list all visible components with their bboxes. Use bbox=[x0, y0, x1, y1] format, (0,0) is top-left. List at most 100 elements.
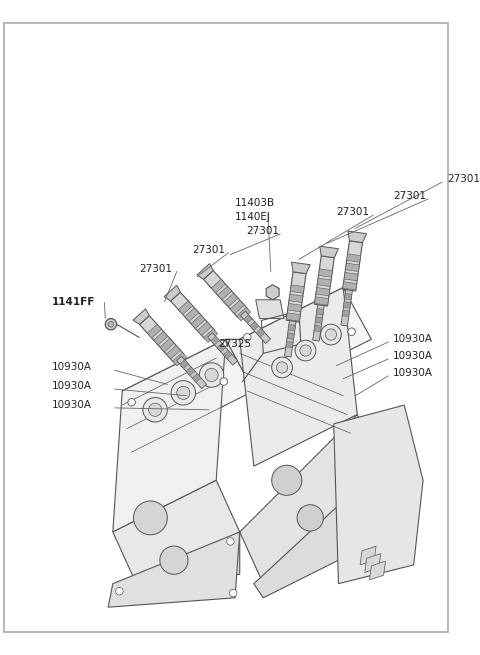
Text: 10930A: 10930A bbox=[52, 381, 92, 391]
Polygon shape bbox=[314, 325, 321, 331]
Polygon shape bbox=[343, 282, 357, 290]
Circle shape bbox=[105, 318, 117, 330]
Polygon shape bbox=[230, 300, 244, 314]
Circle shape bbox=[171, 381, 195, 405]
Polygon shape bbox=[344, 272, 358, 281]
Circle shape bbox=[227, 538, 234, 545]
Polygon shape bbox=[154, 331, 168, 345]
Polygon shape bbox=[334, 405, 423, 584]
Polygon shape bbox=[166, 345, 180, 359]
Polygon shape bbox=[217, 286, 232, 300]
Text: 10930A: 10930A bbox=[52, 362, 92, 373]
Circle shape bbox=[160, 546, 188, 574]
Circle shape bbox=[177, 386, 190, 400]
Polygon shape bbox=[197, 322, 212, 335]
Polygon shape bbox=[237, 307, 251, 321]
Polygon shape bbox=[256, 300, 284, 318]
Polygon shape bbox=[315, 317, 323, 324]
Polygon shape bbox=[348, 231, 367, 242]
Polygon shape bbox=[140, 316, 184, 363]
Polygon shape bbox=[254, 466, 395, 598]
Polygon shape bbox=[113, 339, 226, 532]
Polygon shape bbox=[289, 294, 303, 303]
Polygon shape bbox=[197, 264, 213, 279]
Polygon shape bbox=[314, 297, 328, 305]
Circle shape bbox=[116, 588, 123, 595]
Circle shape bbox=[272, 357, 292, 378]
Polygon shape bbox=[240, 288, 357, 466]
Polygon shape bbox=[266, 285, 279, 300]
Polygon shape bbox=[217, 343, 226, 352]
Polygon shape bbox=[160, 339, 174, 352]
Polygon shape bbox=[122, 339, 254, 443]
Text: 11403B: 11403B bbox=[235, 198, 275, 208]
Polygon shape bbox=[313, 305, 324, 341]
Polygon shape bbox=[342, 310, 349, 316]
Polygon shape bbox=[108, 532, 240, 607]
Polygon shape bbox=[207, 333, 238, 365]
Polygon shape bbox=[180, 360, 188, 368]
Polygon shape bbox=[319, 269, 333, 277]
Circle shape bbox=[321, 324, 341, 345]
Polygon shape bbox=[256, 329, 265, 337]
Polygon shape bbox=[291, 262, 310, 274]
Polygon shape bbox=[288, 324, 296, 331]
Polygon shape bbox=[360, 546, 376, 565]
Polygon shape bbox=[133, 309, 149, 324]
Polygon shape bbox=[185, 308, 199, 322]
Polygon shape bbox=[186, 367, 195, 375]
Polygon shape bbox=[286, 272, 306, 322]
Circle shape bbox=[205, 368, 218, 382]
Polygon shape bbox=[172, 352, 187, 366]
Text: 10930A: 10930A bbox=[393, 351, 433, 361]
Circle shape bbox=[325, 329, 336, 340]
Text: 10930A: 10930A bbox=[393, 368, 433, 378]
Polygon shape bbox=[136, 532, 240, 584]
Polygon shape bbox=[316, 309, 324, 315]
Circle shape bbox=[243, 333, 251, 341]
Polygon shape bbox=[244, 314, 252, 323]
Polygon shape bbox=[347, 254, 360, 262]
Polygon shape bbox=[204, 329, 218, 343]
Polygon shape bbox=[287, 333, 294, 339]
Polygon shape bbox=[346, 263, 360, 271]
Text: 1140EJ: 1140EJ bbox=[235, 212, 271, 222]
Polygon shape bbox=[240, 288, 372, 391]
Polygon shape bbox=[290, 285, 304, 293]
Circle shape bbox=[300, 345, 311, 356]
Circle shape bbox=[272, 465, 302, 495]
Polygon shape bbox=[314, 256, 334, 306]
Polygon shape bbox=[341, 290, 352, 326]
Polygon shape bbox=[370, 561, 385, 580]
Polygon shape bbox=[192, 374, 201, 383]
Polygon shape bbox=[224, 293, 238, 307]
Polygon shape bbox=[285, 321, 296, 357]
Polygon shape bbox=[240, 311, 271, 343]
Circle shape bbox=[143, 398, 168, 422]
Polygon shape bbox=[288, 303, 301, 312]
Polygon shape bbox=[147, 324, 162, 338]
Circle shape bbox=[199, 363, 224, 387]
Circle shape bbox=[297, 505, 324, 531]
Polygon shape bbox=[177, 356, 206, 388]
Circle shape bbox=[347, 282, 354, 290]
Circle shape bbox=[220, 378, 228, 385]
Text: 27301: 27301 bbox=[336, 208, 370, 217]
Polygon shape bbox=[211, 279, 226, 293]
Text: 27301: 27301 bbox=[393, 191, 426, 201]
Text: 10930A: 10930A bbox=[52, 400, 92, 410]
Circle shape bbox=[133, 501, 168, 534]
Circle shape bbox=[148, 403, 162, 417]
Polygon shape bbox=[250, 322, 259, 330]
Polygon shape bbox=[204, 271, 248, 318]
Text: 1141FF: 1141FF bbox=[52, 297, 95, 307]
Polygon shape bbox=[343, 241, 362, 291]
Polygon shape bbox=[316, 288, 330, 296]
Polygon shape bbox=[164, 286, 180, 301]
Circle shape bbox=[128, 398, 135, 406]
Polygon shape bbox=[240, 415, 381, 584]
Text: 27301: 27301 bbox=[193, 245, 226, 255]
Polygon shape bbox=[287, 313, 300, 321]
Polygon shape bbox=[317, 278, 331, 286]
Text: 27301: 27301 bbox=[447, 174, 480, 185]
